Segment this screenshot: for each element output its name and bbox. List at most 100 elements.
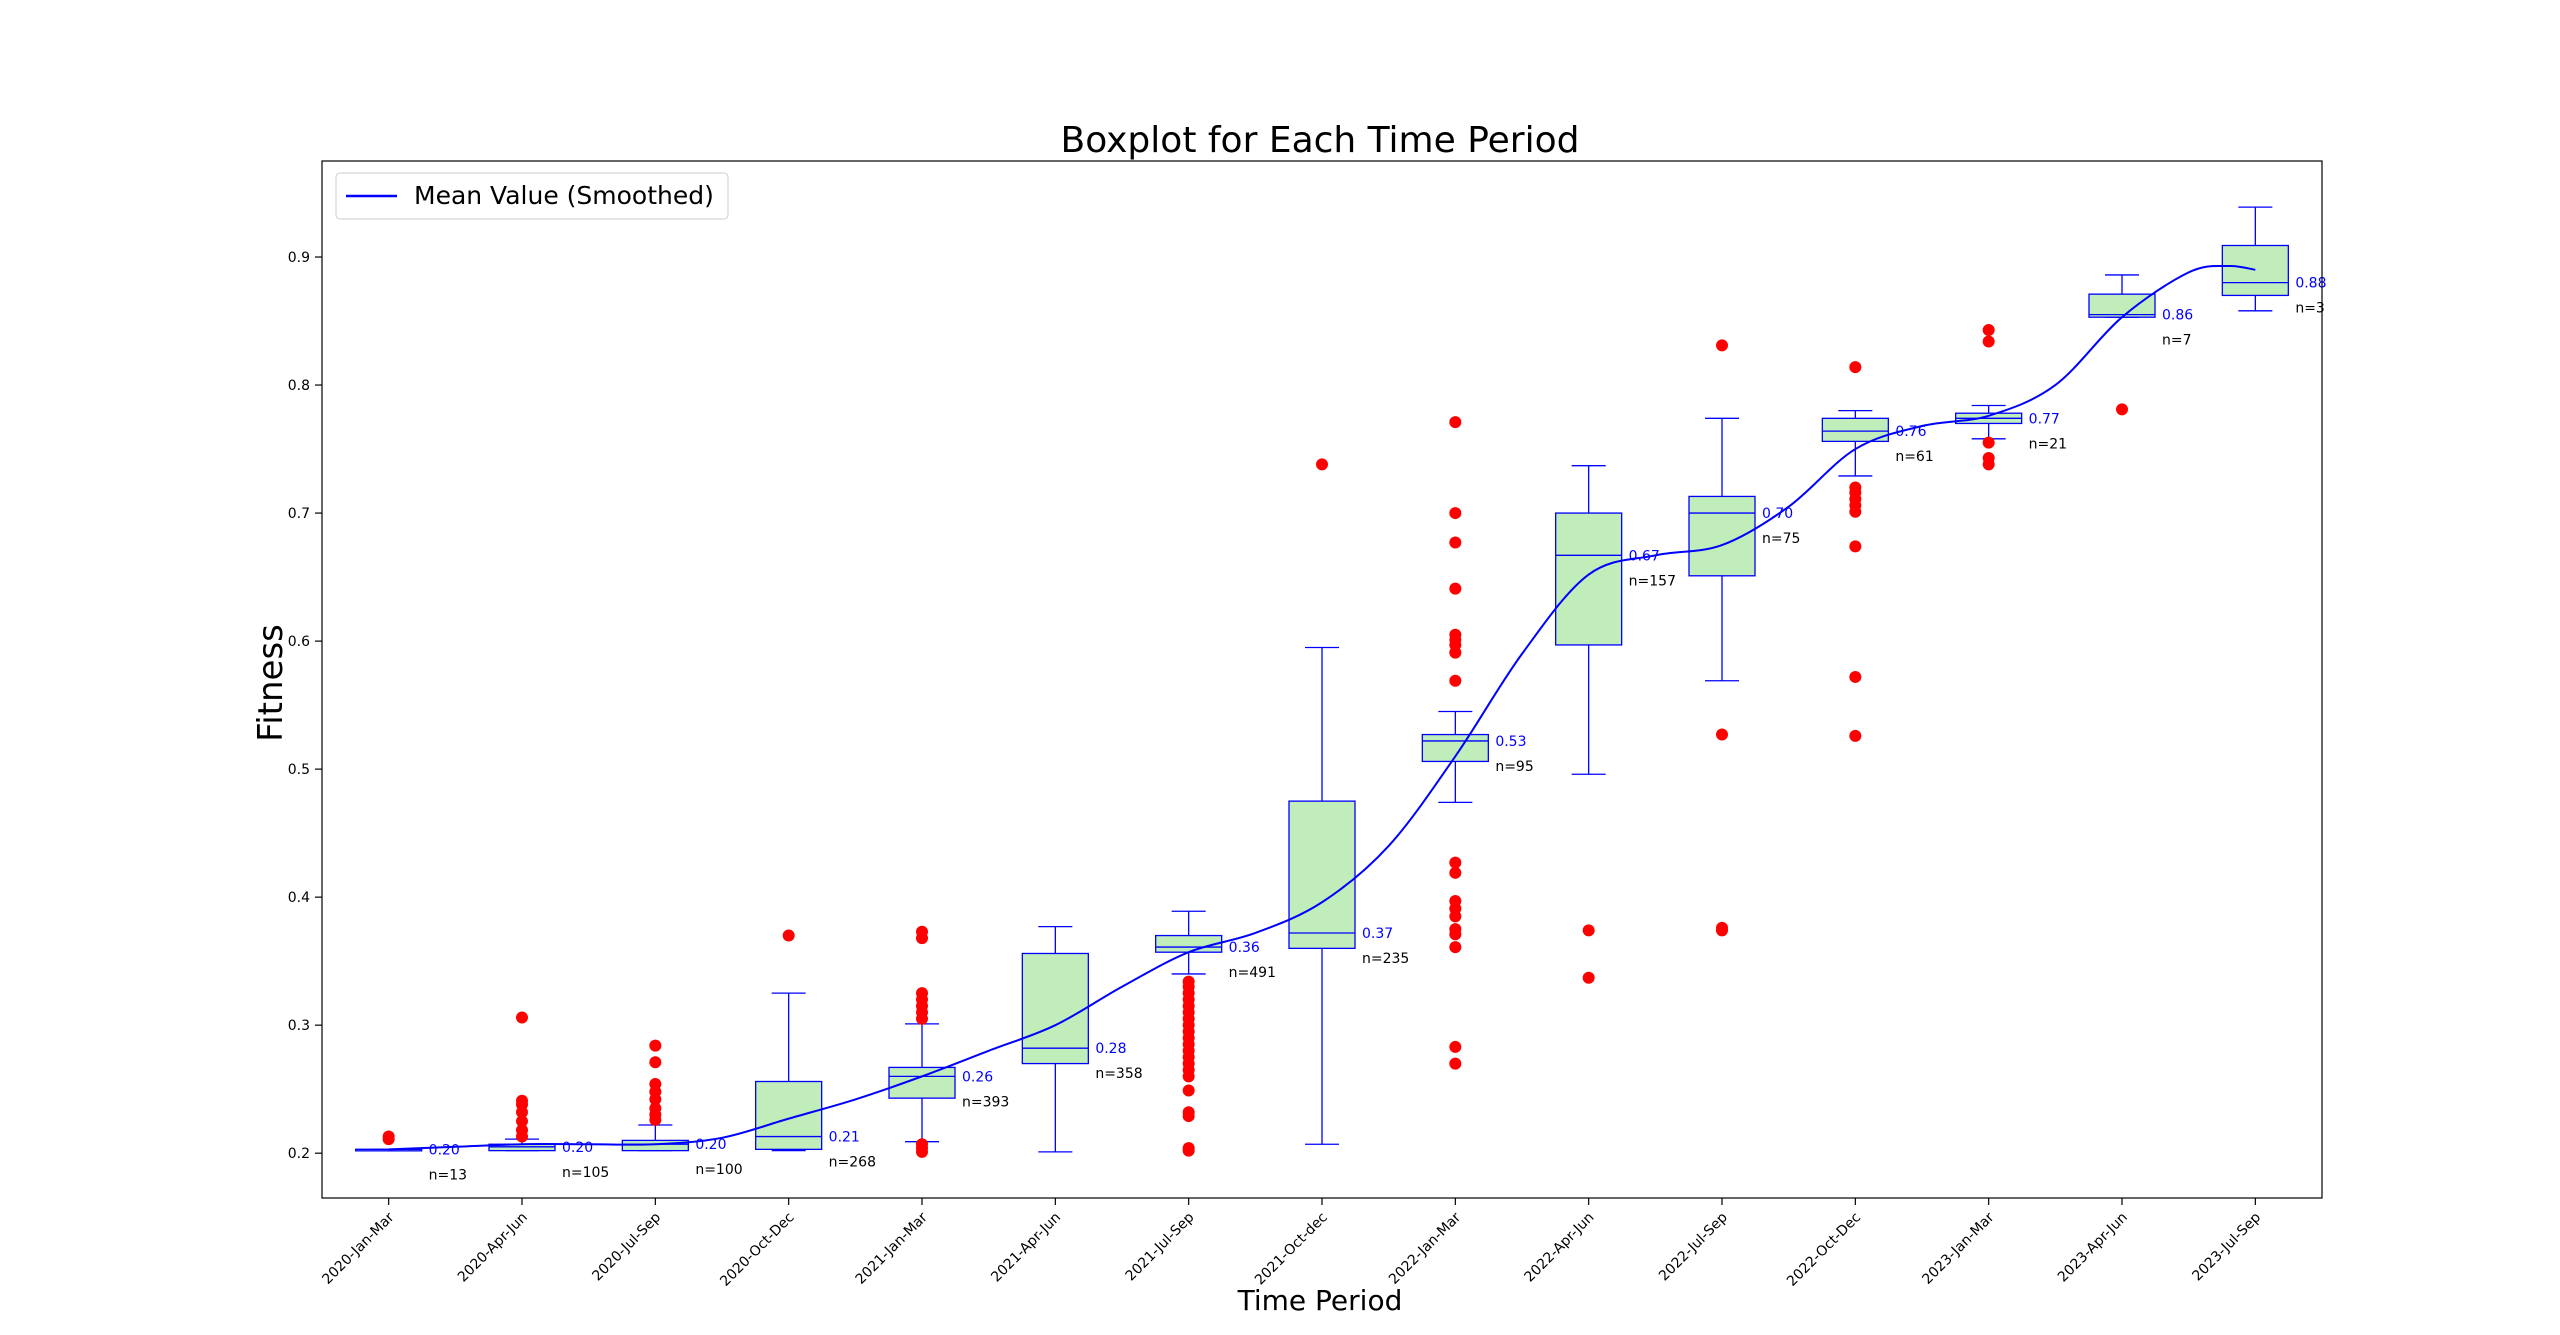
box-10 — [1555, 465, 1623, 775]
box-body — [1288, 800, 1356, 950]
box-body — [2088, 293, 2156, 318]
sample-count-label: n=3 — [2295, 301, 2325, 317]
box-body — [888, 1066, 956, 1099]
y-tick-label: 0.2 — [288, 1146, 310, 1162]
sample-count-label: n=61 — [1895, 449, 1933, 465]
sample-count-label: n=75 — [1762, 531, 1800, 547]
outlier-point — [649, 1078, 662, 1091]
chart-title: Boxplot for Each Time Period — [1061, 120, 1580, 161]
outlier-point — [1449, 866, 1462, 879]
outlier-point — [649, 1056, 662, 1069]
sample-count-label: n=268 — [829, 1155, 876, 1171]
mean-value-label: 0.20 — [695, 1137, 726, 1153]
outlier-point — [916, 987, 928, 1000]
outlier-point — [1716, 339, 1728, 352]
outlier-point — [1449, 628, 1462, 641]
box-15 — [2221, 206, 2289, 312]
outlier-point — [1449, 582, 1462, 595]
mean-value-label: 0.26 — [962, 1069, 993, 1085]
legend: Mean Value (Smoothed) — [335, 172, 729, 220]
box-6 — [1021, 925, 1089, 1153]
outlier-point — [1982, 335, 1995, 348]
outlier-point — [1182, 1142, 1195, 1155]
y-tick-label: 0.6 — [288, 634, 310, 650]
sample-count-label: n=95 — [1495, 759, 1533, 775]
mean-value-label: 0.28 — [1095, 1041, 1126, 1057]
outlier-point — [1182, 975, 1195, 988]
outlier-point — [782, 929, 795, 942]
box-12 — [1821, 409, 1889, 477]
box-7 — [1155, 910, 1223, 975]
mean-value-label: 0.77 — [2029, 411, 2060, 427]
box-annotations: 0.20 n=13 0.20 n=105 0.20 n=100 0.21 n=268 0.26 n… — [429, 276, 2327, 1184]
outlier-point — [516, 1094, 528, 1107]
outlier-point — [1849, 361, 1862, 374]
outlier-point — [1582, 971, 1595, 984]
mean-value-label: 0.37 — [1362, 926, 1393, 942]
mean-value-label: 0.20 — [562, 1140, 593, 1156]
mean-value-line — [388, 264, 2256, 1151]
legend-box — [335, 172, 729, 220]
outlier-point — [516, 1124, 528, 1137]
outlier-point — [1449, 536, 1462, 549]
outlier-point — [516, 1011, 528, 1024]
outlier-point — [1449, 416, 1462, 429]
y-axis-label: Fitness — [251, 624, 291, 742]
y-tick-label: 0.8 — [288, 378, 310, 394]
mean-value-label: 0.67 — [1629, 548, 1660, 564]
outlier-point — [1316, 458, 1328, 471]
outlier-point — [1449, 507, 1462, 520]
outlier-point — [382, 1130, 395, 1143]
sample-count-label: n=7 — [2162, 333, 2192, 349]
outlier-point — [1449, 923, 1462, 936]
outlier-point — [1449, 856, 1462, 869]
outlier-point — [2116, 403, 2128, 416]
plot-frame — [321, 160, 2323, 1199]
box-body — [1021, 952, 1089, 1065]
outlier-point — [1449, 1057, 1462, 1070]
outlier-point — [916, 925, 928, 938]
outlier-point — [1449, 941, 1462, 954]
outlier-point — [1849, 540, 1862, 553]
box-body — [755, 1080, 823, 1151]
outlier-point — [649, 1102, 662, 1115]
y-tick-label: 0.7 — [288, 506, 310, 522]
outlier-point — [1982, 323, 1995, 336]
y-tick-label: 0.4 — [288, 890, 310, 906]
outlier-point — [1716, 921, 1728, 934]
legend-label: Mean Value (Smoothed) — [414, 181, 714, 210]
outlier-point — [1849, 481, 1862, 494]
sample-count-label: n=21 — [2029, 436, 2067, 452]
sample-count-label: n=235 — [1362, 951, 1409, 967]
outlier-point — [1449, 674, 1462, 687]
box-body — [2221, 244, 2289, 297]
sample-count-label: n=491 — [1229, 965, 1276, 981]
outlier-point — [1182, 1106, 1195, 1119]
y-tick-label: 0.3 — [288, 1018, 310, 1034]
sample-count-label: n=13 — [429, 1167, 467, 1183]
box-body — [1821, 417, 1889, 443]
outlier-point — [1716, 728, 1728, 741]
y-tick-label: 0.9 — [288, 250, 310, 266]
mean-value-label: 0.20 — [429, 1142, 460, 1158]
mean-value-label: 0.53 — [1495, 734, 1526, 750]
mean-value-label: 0.86 — [2162, 308, 2193, 324]
mean-value-label: 0.76 — [1895, 424, 1926, 440]
mean-value-label: 0.70 — [1762, 506, 1793, 522]
box-body — [1555, 512, 1623, 646]
outlier-point — [1182, 1084, 1195, 1097]
outlier-point — [1849, 729, 1862, 742]
mean-value-label: 0.36 — [1229, 940, 1260, 956]
outlier-point — [516, 1115, 528, 1128]
outlier-series — [382, 323, 2128, 1158]
box-body — [1155, 934, 1223, 953]
sample-count-label: n=157 — [1629, 573, 1676, 589]
sample-count-label: n=100 — [695, 1162, 742, 1178]
y-tick-label: 0.5 — [288, 762, 310, 778]
outlier-point — [1982, 436, 1995, 449]
box-8 — [1288, 646, 1356, 1145]
mean-value-label: 0.21 — [829, 1130, 860, 1146]
outlier-point — [1449, 1040, 1462, 1053]
